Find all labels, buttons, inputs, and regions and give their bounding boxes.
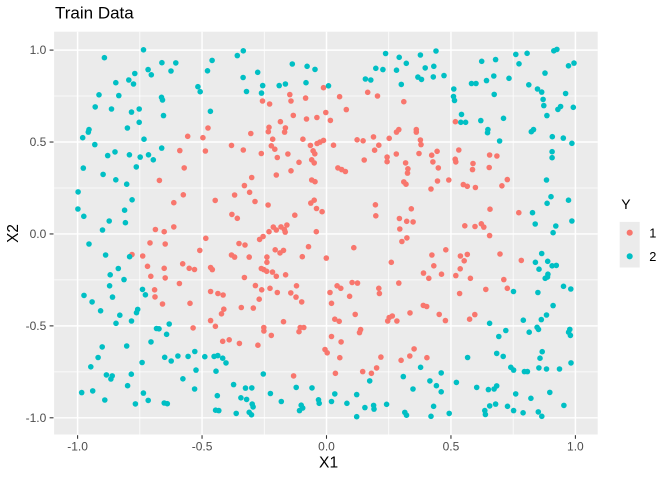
svg-text:Y: Y — [621, 196, 631, 212]
svg-text:X1: X1 — [319, 455, 338, 472]
svg-text:Train Data: Train Data — [55, 4, 134, 23]
svg-text:-1.0: -1.0 — [26, 411, 47, 425]
svg-text:-0.5: -0.5 — [26, 319, 47, 333]
svg-text:1.0: 1.0 — [30, 43, 47, 57]
svg-text:0.5: 0.5 — [30, 135, 47, 149]
svg-text:0.5: 0.5 — [443, 440, 460, 454]
svg-text:1: 1 — [649, 225, 656, 240]
svg-text:0.0: 0.0 — [318, 440, 335, 454]
svg-text:0.0: 0.0 — [30, 227, 47, 241]
svg-text:-0.5: -0.5 — [192, 440, 213, 454]
svg-text:X2: X2 — [5, 224, 22, 243]
svg-text:-1.0: -1.0 — [67, 440, 88, 454]
svg-text:2: 2 — [649, 249, 656, 264]
svg-text:1.0: 1.0 — [567, 440, 584, 454]
